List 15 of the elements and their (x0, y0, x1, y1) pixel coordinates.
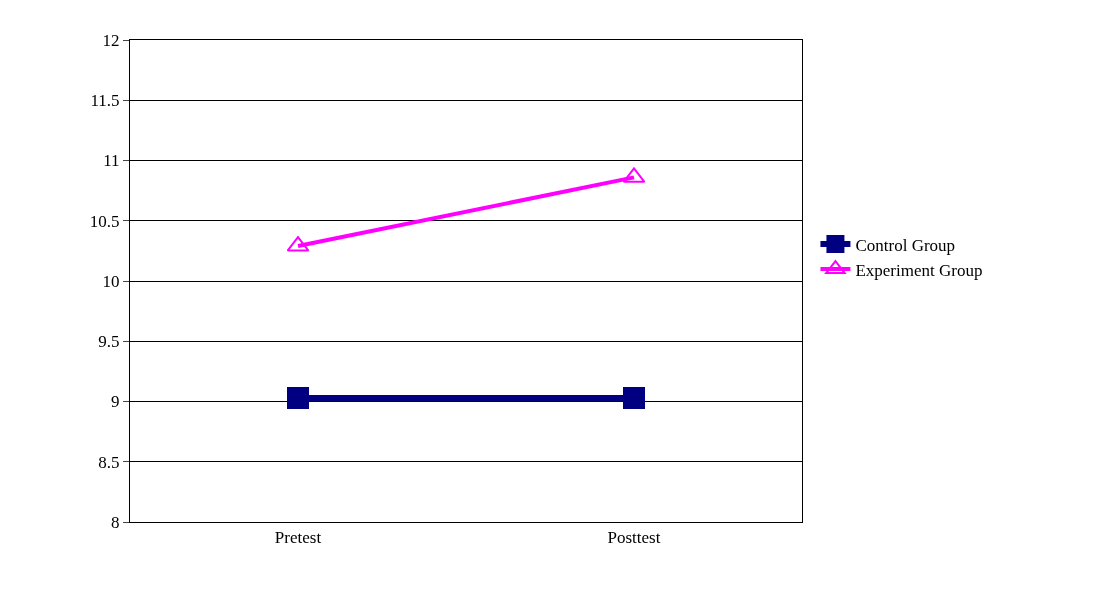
y-tick-label: 8 (111, 512, 120, 532)
y-tick-label: 9 (111, 392, 120, 412)
y-tick-label: 11 (103, 151, 120, 171)
legend-label: Control Group (855, 235, 956, 255)
x-tick-label: Pretest (274, 528, 322, 548)
y-tick-label: 11.5 (90, 91, 120, 111)
legend-label: Experiment Group (855, 260, 983, 280)
y-tick-label: 8.5 (98, 452, 120, 472)
y-tick-label: 9.5 (98, 332, 120, 352)
point (287, 386, 309, 409)
point (623, 386, 645, 409)
x-tick-label: Posttest (607, 528, 661, 548)
y-tick-label: 10.5 (89, 211, 120, 231)
y-tick-label: 12 (102, 30, 120, 50)
y-tick-label: 10 (102, 271, 120, 291)
